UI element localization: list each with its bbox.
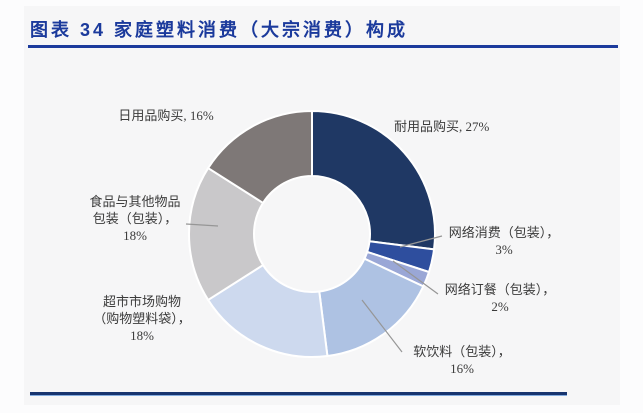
slice-label-supermarket-bags: 超市市场购物 （购物塑料袋）， 18% xyxy=(93,294,191,344)
donut-slices xyxy=(188,109,436,358)
slice-label-food-packaging: 食品与其他物品 包装（包装）， 18% xyxy=(89,194,181,244)
figure-caption: 图表 34 家庭塑料消费（大宗消费）构成 xyxy=(30,20,409,40)
leader-line-online-consumption xyxy=(399,235,443,248)
donut-slice-7 xyxy=(206,109,313,205)
leader-line-online-ordering xyxy=(392,260,439,295)
donut-slice-6 xyxy=(188,166,265,302)
leader-line-food-packaging xyxy=(185,223,219,227)
leader-lines xyxy=(185,223,443,353)
slice-label-daily-goods: 日用品购买, 16% xyxy=(118,108,214,123)
donut-slice-1 xyxy=(311,109,436,251)
slice-label-online-consumption: 网络消费（包装）， 3% xyxy=(448,225,560,258)
slice-label-soft-drink: 软饮料（包装）， 16% xyxy=(413,344,511,377)
leader-line-soft-drink xyxy=(361,299,403,353)
slice-label-online-ordering: 网络订餐（包装）， 2% xyxy=(444,282,556,315)
slice-label-durable-goods: 耐用品购买, 27% xyxy=(394,119,490,134)
bottom-rule xyxy=(30,392,567,396)
bottom-rule-light xyxy=(30,395,567,396)
donut-slice-5 xyxy=(206,263,329,358)
caption-underline xyxy=(28,45,618,48)
bottom-rule-navy xyxy=(30,392,567,395)
